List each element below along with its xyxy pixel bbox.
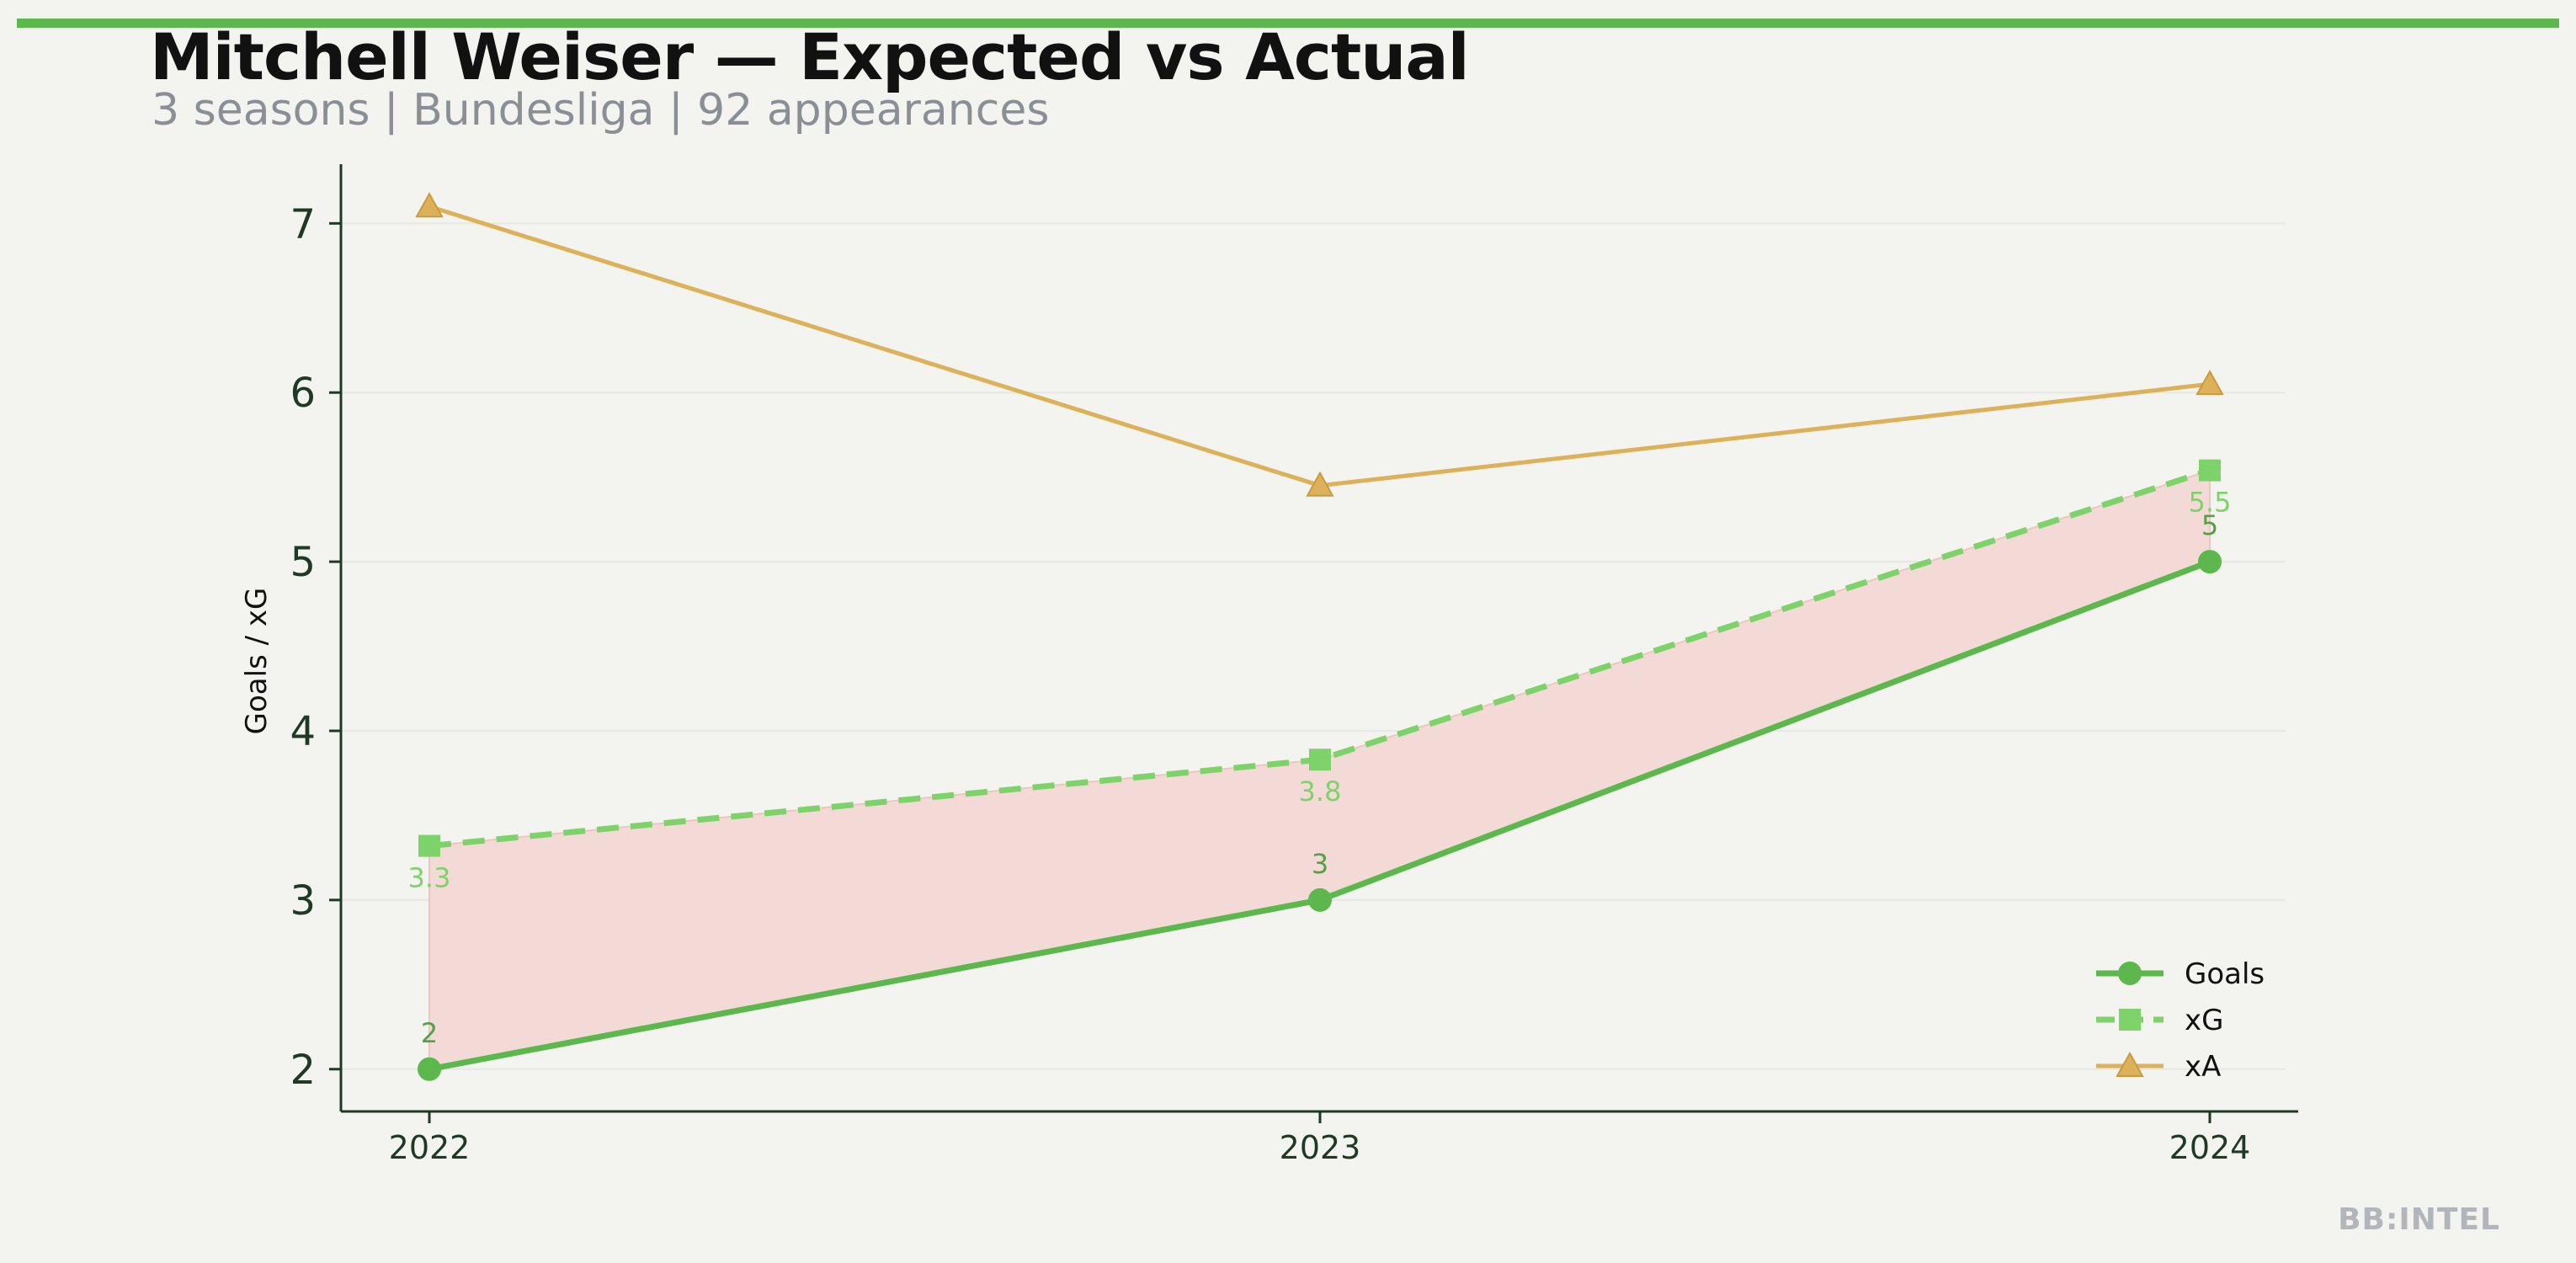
series-line-xa (428, 204, 2211, 488)
legend-marker-xa (2116, 1051, 2144, 1077)
legend: Goals xG xA (2096, 957, 2265, 1084)
y-tick-label: 6 (290, 370, 316, 417)
axes: 2 3 4 5 6 7 2022 2023 2024 (290, 164, 2298, 1166)
series-markers (415, 192, 2224, 1081)
x-tick-label: 2024 (2169, 1129, 2251, 1166)
legend-label-goals: Goals (2185, 957, 2265, 991)
marker-goals-2022 (418, 1057, 441, 1081)
data-label-xg: 5.5 (2189, 487, 2232, 519)
marker-goals-2024 (2198, 550, 2222, 574)
data-label-xg: 3.8 (1299, 775, 1342, 807)
legend-marker-goals (2118, 962, 2142, 985)
y-tick-label: 2 (290, 1047, 316, 1094)
marker-xg-2022 (418, 834, 440, 857)
data-labels: 2 3 5 3.3 3.8 5.5 (408, 487, 2232, 1049)
watermark: BB:INTEL (2338, 1202, 2500, 1237)
marker-xa-2024 (2195, 370, 2224, 396)
chart-title: Mitchell Weiser — Expected vs Actual (150, 19, 1470, 94)
y-tick-label: 4 (290, 708, 316, 755)
data-label-xg: 3.3 (408, 862, 451, 894)
marker-xg-2024 (2199, 459, 2221, 482)
y-tick-label: 7 (290, 200, 316, 248)
legend-label-xa: xA (2185, 1050, 2221, 1084)
y-axis-title: Goals / xG (240, 588, 274, 735)
legend-marker-xg (2119, 1009, 2141, 1031)
y-tick-label: 5 (290, 539, 316, 586)
y-tick-label: 3 (290, 877, 316, 925)
marker-xg-2023 (1309, 749, 1331, 771)
x-tick-label: 2023 (1280, 1129, 1361, 1166)
chart-subtitle: 3 seasons | Bundesliga | 92 appearances (152, 85, 1050, 136)
data-label-goals: 5 (2201, 509, 2218, 541)
x-tick-label: 2022 (389, 1129, 471, 1166)
marker-goals-2023 (1308, 887, 1332, 912)
data-label-goals: 2 (421, 1017, 438, 1049)
legend-label-xg: xG (2185, 1004, 2223, 1037)
marker-xa-2023 (1306, 471, 1334, 497)
marker-xa-2022 (415, 192, 444, 218)
accent-bar (17, 19, 2559, 28)
data-label-goals: 3 (1312, 848, 1328, 880)
